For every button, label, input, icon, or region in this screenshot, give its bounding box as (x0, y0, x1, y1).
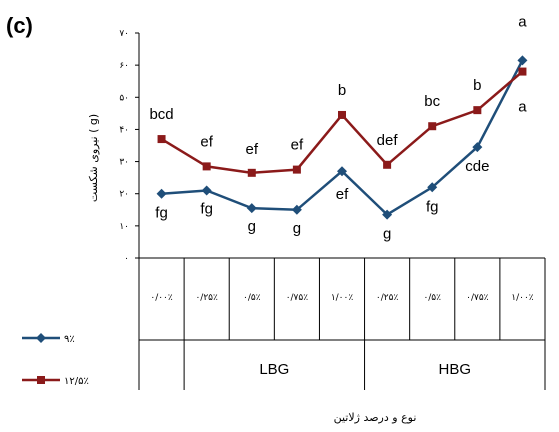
data-label: ef (291, 137, 304, 154)
x-tick-label: ۰/۵٪ (423, 293, 441, 303)
group-label: LBG (259, 361, 289, 378)
data-label: a (518, 99, 527, 116)
x-axis-label: نوع و درصد ژلاتین (334, 411, 417, 424)
y-tick-label: ۲۰ (119, 190, 129, 200)
data-label: ef (336, 186, 349, 203)
legend-label: ۹٪ (64, 334, 75, 345)
data-label: bcd (149, 106, 173, 123)
data-point (338, 110, 346, 119)
data-label: cde (465, 158, 489, 175)
x-tick-label: ۰/۲۵٪ (376, 293, 399, 303)
x-tick-label: ۰/۲۵٪ (195, 293, 218, 303)
data-label: a (518, 13, 527, 30)
data-label: fg (155, 205, 168, 222)
data-label: fg (200, 201, 213, 218)
data-label: ef (200, 133, 213, 150)
x-tick-label: ۰/۷۵٪ (466, 293, 489, 303)
legend: ۹٪ ۱۲/۵٪ (22, 333, 89, 387)
data-point (518, 67, 527, 76)
data-label: ef (246, 141, 259, 158)
y-tick-label: ۳۰ (119, 158, 129, 168)
data-label: g (293, 220, 301, 237)
y-tick-label: ۷۰ (119, 29, 129, 39)
legend-marker (37, 376, 45, 384)
y-tick-label: ۴۰ (119, 125, 129, 135)
data-point (383, 160, 392, 169)
data-point (337, 166, 347, 177)
data-point (473, 106, 482, 115)
data-point (291, 204, 302, 215)
data-point (202, 162, 211, 171)
group-label: HBG (439, 361, 472, 378)
data-point (472, 142, 483, 153)
y-tick-label: ۱۰ (119, 222, 129, 232)
x-tick-label: ۰/۷۵٪ (286, 293, 309, 303)
legend-label: ۱۲/۵٪ (64, 376, 89, 387)
category-table: ۰/۰۰٪ ۰/۲۵٪ ۰/۵٪ ۰/۷۵٪ ۱/۰۰٪ ۰/۲۵٪ ۰/۵٪ ۰/۷۵٪ ۱/… (138, 257, 546, 390)
data-point (156, 188, 167, 199)
x-tick-label: ۱/۰۰٪ (331, 293, 354, 303)
y-tick-label: ۶۰ (119, 61, 129, 71)
y-tick-label: ۰ (124, 254, 129, 264)
y-axis-label: نیروی شکست ( g) (87, 114, 100, 202)
data-label: g (383, 226, 391, 243)
data-point (517, 55, 528, 66)
y-tick-label: ۵۰ (119, 93, 129, 103)
data-label: b (338, 82, 346, 99)
data-label: fg (426, 198, 439, 215)
x-tick-label: ۰/۵٪ (243, 293, 261, 303)
data-point (427, 182, 438, 193)
panel-label: (c) (6, 13, 33, 38)
data-label: def (377, 132, 399, 149)
data-point (382, 209, 393, 220)
data-label: b (473, 77, 481, 94)
x-tick-label: ۰/۰۰٪ (150, 293, 173, 303)
data-point (292, 165, 301, 174)
axes: ۰ ۱۰ ۲۰ ۳۰ ۴۰ ۵۰ ۶۰ ۷۰ (119, 29, 140, 264)
data-point (246, 203, 257, 214)
data-point (428, 122, 437, 131)
legend-marker (36, 333, 46, 343)
data-point (247, 168, 256, 177)
data-label: g (248, 218, 256, 235)
series-layer: fg fg g g ef g fg cde a bcd ef ef ef b def bc b a (149, 13, 528, 243)
data-point (157, 135, 166, 144)
data-point (201, 185, 212, 196)
data-label: bc (424, 93, 440, 110)
x-tick-label: ۱/۰۰٪ (511, 293, 534, 303)
